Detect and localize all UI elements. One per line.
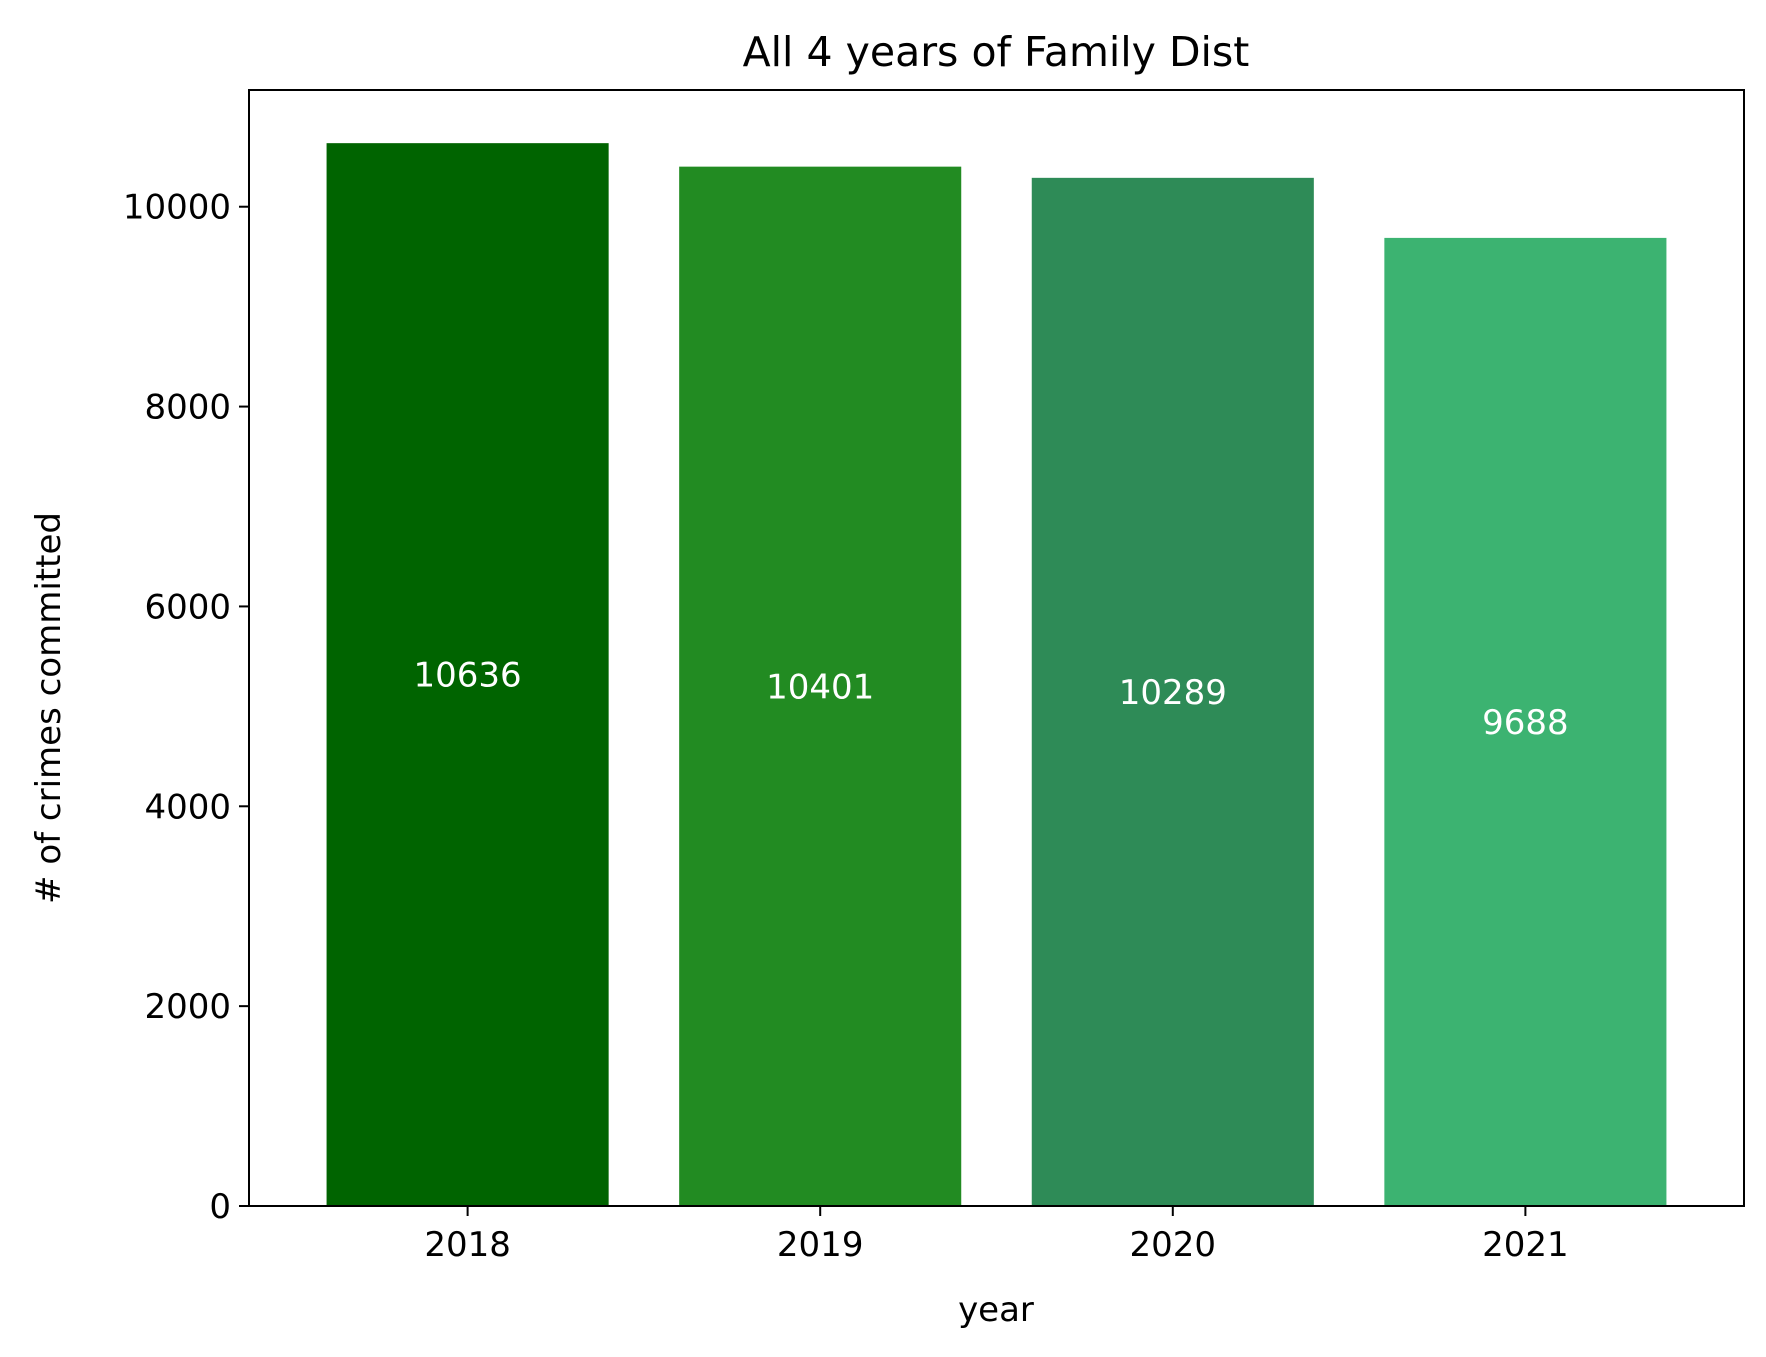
y-tick-label-2000: 2000	[144, 987, 231, 1027]
x-axis-ticks: 2018 2019 2020 2021	[424, 1206, 1569, 1265]
bar-2019	[679, 166, 962, 1207]
y-tick-label-10000: 10000	[123, 188, 231, 228]
bar-labels-group: 10636 10401 10289 9688	[414, 656, 1569, 743]
x-tick-label-2020: 2020	[1130, 1225, 1217, 1265]
x-axis-label: year	[958, 1290, 1034, 1330]
bars-group	[326, 143, 1667, 1207]
y-tick-label-6000: 6000	[144, 587, 231, 627]
bar-2020	[1031, 177, 1314, 1206]
bar-value-label-2020: 10289	[1119, 673, 1227, 713]
bar-value-label-2021: 9688	[1482, 703, 1569, 743]
x-tick-label-2019: 2019	[777, 1225, 864, 1265]
y-tick-label-8000: 8000	[144, 388, 231, 428]
y-tick-label-0: 0	[209, 1187, 231, 1227]
x-tick-label-2018: 2018	[424, 1225, 511, 1265]
y-axis-ticks: 0 2000 4000 6000 8000 10000	[123, 188, 249, 1227]
bar-value-label-2018: 10636	[414, 656, 522, 696]
plot-frame	[248, 89, 1745, 1207]
bar-2021	[1384, 237, 1667, 1206]
x-tick-label-2021: 2021	[1482, 1225, 1569, 1265]
y-tick-label-4000: 4000	[144, 787, 231, 827]
y-axis-label: # of crimes committed	[29, 512, 69, 904]
chart-title: All 4 years of Family Dist	[743, 28, 1250, 76]
bar-value-label-2019: 10401	[766, 667, 874, 707]
bar-2018	[326, 143, 609, 1207]
